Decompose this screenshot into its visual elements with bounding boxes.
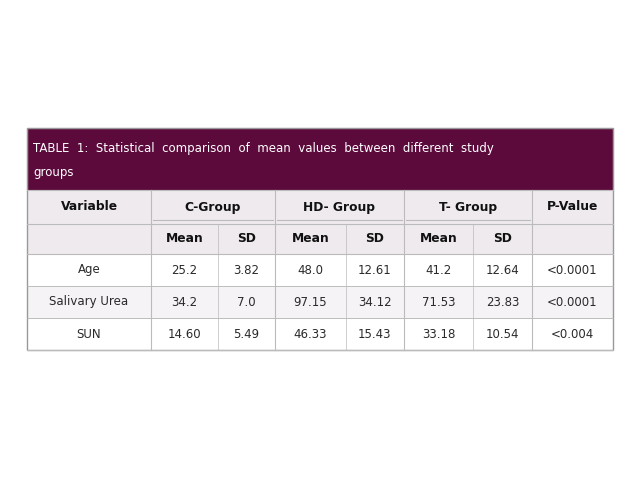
Text: P-Value: P-Value (547, 201, 598, 214)
Bar (27, 318, 613, 350)
Bar (27, 224, 613, 254)
Text: 34.2: 34.2 (172, 296, 198, 309)
Text: Variable: Variable (60, 201, 118, 214)
Text: 12.64: 12.64 (486, 264, 519, 276)
Text: SD: SD (237, 232, 256, 245)
Text: 46.33: 46.33 (294, 327, 327, 340)
Text: 48.0: 48.0 (298, 264, 323, 276)
Text: 23.83: 23.83 (486, 296, 519, 309)
Text: C-Group: C-Group (185, 201, 241, 214)
Text: Mean: Mean (420, 232, 458, 245)
Text: 14.60: 14.60 (168, 327, 202, 340)
Text: 34.12: 34.12 (358, 296, 392, 309)
Bar (27, 254, 613, 286)
Text: 41.2: 41.2 (426, 264, 452, 276)
Text: 7.0: 7.0 (237, 296, 256, 309)
Text: <0.004: <0.004 (550, 327, 594, 340)
Text: <0.0001: <0.0001 (547, 296, 598, 309)
Text: SD: SD (365, 232, 385, 245)
Text: Salivary Urea: Salivary Urea (49, 296, 129, 309)
Text: 25.2: 25.2 (172, 264, 198, 276)
Bar (27, 128, 613, 190)
Text: SUN: SUN (77, 327, 101, 340)
Text: <0.0001: <0.0001 (547, 264, 598, 276)
Text: 97.15: 97.15 (294, 296, 327, 309)
Text: T- Group: T- Group (438, 201, 497, 214)
Bar (27, 128, 613, 350)
Text: TABLE  1:  Statistical  comparison  of  mean  values  between  different  study: TABLE 1: Statistical comparison of mean … (33, 142, 494, 155)
Bar (27, 286, 613, 318)
Bar (27, 190, 613, 224)
Text: Age: Age (77, 264, 100, 276)
Text: HD- Group: HD- Group (303, 201, 376, 214)
Text: 12.61: 12.61 (358, 264, 392, 276)
Text: Mean: Mean (166, 232, 204, 245)
Text: 71.53: 71.53 (422, 296, 456, 309)
Text: 33.18: 33.18 (422, 327, 456, 340)
Text: SD: SD (493, 232, 512, 245)
Text: groups: groups (33, 166, 74, 179)
Text: 3.82: 3.82 (234, 264, 260, 276)
Text: 15.43: 15.43 (358, 327, 392, 340)
Text: 5.49: 5.49 (234, 327, 260, 340)
Text: Mean: Mean (292, 232, 330, 245)
Text: 10.54: 10.54 (486, 327, 519, 340)
